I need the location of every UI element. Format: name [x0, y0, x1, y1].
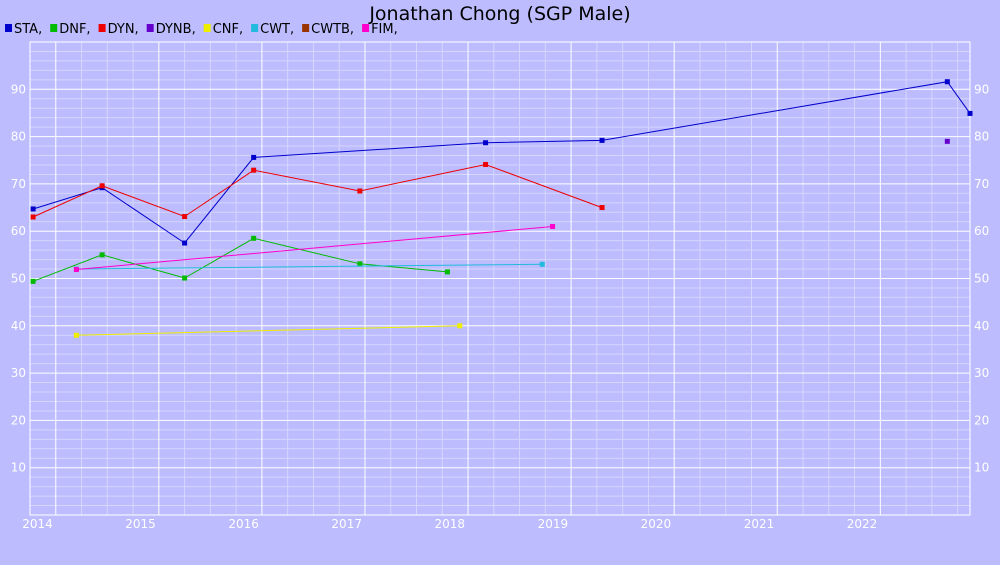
legend-swatch-cwtb — [302, 24, 310, 32]
data-point-fim — [73, 267, 79, 273]
series-line-cnf — [76, 325, 460, 336]
data-point-sta — [944, 79, 950, 85]
x-tick-label: 2015 — [125, 517, 156, 531]
legend: STA, DNF, DYN, DYNB, CNF, CWT, CWTB, FIM, — [5, 22, 398, 37]
data-point-sta — [30, 206, 36, 212]
y-tick-label-left: 90 — [11, 82, 26, 96]
y-tick-label-left: 50 — [11, 272, 26, 286]
legend-swatch-sta — [5, 24, 12, 32]
y-tick-label-right: 90 — [974, 82, 989, 96]
data-point-sta — [967, 110, 973, 116]
y-tick-label-right: 40 — [974, 319, 989, 333]
x-tick-label: 2018 — [435, 517, 466, 531]
x-tick-label: 2020 — [641, 517, 672, 531]
data-point-dynb — [944, 138, 950, 144]
legend-label-fim: FIM, — [371, 22, 398, 37]
y-tick-label-right: 20 — [974, 413, 989, 427]
chart-title: Jonathan Chong (SGP Male) — [368, 3, 630, 25]
legend-label-cnf: CNF, — [213, 22, 243, 37]
data-point-dnf — [357, 261, 363, 267]
y-tick-label-right: 80 — [974, 130, 989, 144]
data-point-dnf — [444, 269, 450, 275]
data-point-dnf — [30, 278, 36, 284]
y-tick-label-left: 10 — [11, 461, 26, 475]
y-tick-label-left: 60 — [11, 224, 26, 238]
x-tick-label: 2022 — [847, 517, 878, 531]
y-tick-label-left: 20 — [11, 413, 26, 427]
data-point-cwt — [539, 261, 545, 267]
data-point-dyn — [357, 188, 363, 194]
data-point-dyn — [599, 205, 605, 211]
x-tick-label: 2016 — [228, 517, 259, 531]
data-point-cnf — [457, 323, 463, 329]
series-line-dnf — [32, 237, 448, 282]
series-line-cwt — [76, 263, 543, 270]
data-point-dnf — [182, 275, 188, 281]
y-tick-label-right: 70 — [974, 177, 989, 191]
y-tick-label-left: 30 — [11, 366, 26, 380]
y-tick-label-right: 60 — [974, 224, 989, 238]
data-point-dyn — [182, 214, 188, 220]
legend-label-dnf: DNF, — [59, 22, 90, 37]
legend-swatch-cnf — [203, 24, 211, 32]
x-tick-label: 2019 — [538, 517, 569, 531]
legend-swatch-dnf — [50, 24, 58, 32]
data-point-dnf — [251, 235, 257, 241]
legend-label-cwt: CWT, — [260, 22, 294, 37]
y-tick-label-right: 30 — [974, 366, 989, 380]
y-tick-label-left: 80 — [11, 130, 26, 144]
data-point-dyn — [483, 162, 489, 168]
data-point-sta — [599, 137, 605, 143]
legend-swatch-fim — [362, 24, 370, 32]
x-tick-label: 2014 — [22, 517, 53, 531]
x-tick-label: 2017 — [331, 517, 362, 531]
series-line-sta — [32, 81, 971, 244]
legend-label-sta: STA, — [14, 22, 42, 37]
data-point-sta — [182, 240, 188, 246]
data-point-fim — [550, 223, 556, 229]
series-line-fim — [76, 226, 553, 270]
legend-swatch-dyn — [98, 24, 106, 32]
y-tick-label-left: 70 — [11, 177, 26, 191]
y-tick-label-right: 10 — [974, 461, 989, 475]
legend-label-dyn: DYN, — [108, 22, 139, 37]
legend-swatch-cwt — [251, 24, 259, 32]
legend-swatch-dynb — [146, 24, 154, 32]
data-point-dyn — [99, 183, 105, 189]
data-point-sta — [251, 154, 257, 160]
x-tick-label: 2021 — [744, 517, 775, 531]
legend-label-cwtb: CWTB, — [311, 22, 354, 37]
y-tick-label-right: 50 — [974, 272, 989, 286]
legend-label-dynb: DYNB, — [156, 22, 196, 37]
data-point-dnf — [99, 252, 105, 258]
data-point-sta — [483, 140, 489, 146]
data-point-dyn — [30, 214, 36, 220]
data-point-dyn — [251, 167, 257, 173]
plot-border — [29, 41, 971, 516]
y-tick-label-left: 40 — [11, 319, 26, 333]
data-point-cnf — [73, 332, 79, 338]
